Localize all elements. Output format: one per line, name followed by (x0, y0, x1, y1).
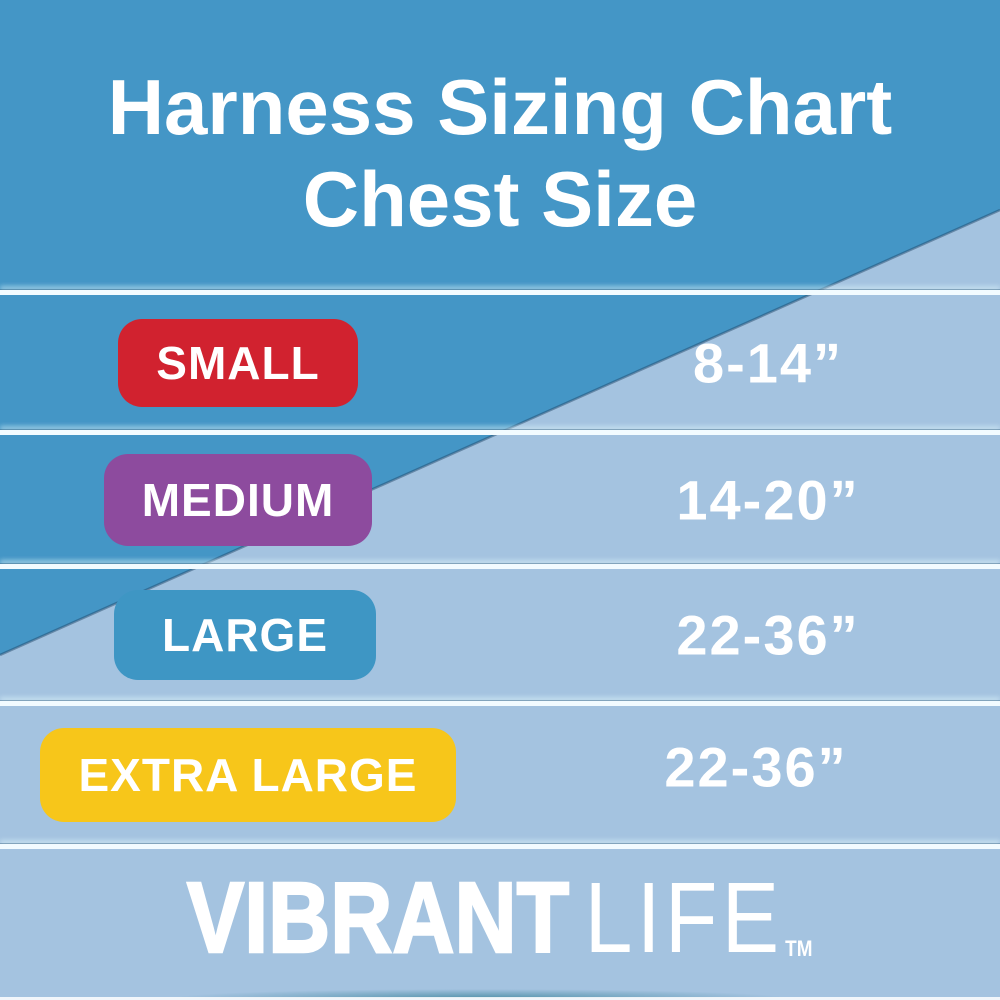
row-divider (0, 564, 1000, 569)
row-divider (0, 430, 1000, 435)
size-label: MEDIUM (141, 473, 335, 526)
brand-name-primary: VIBRANT (186, 861, 570, 976)
size-badge-small: SMALL (118, 318, 358, 407)
size-row-large: LARGE 22-36” (0, 569, 1000, 701)
trademark-symbol: TM (785, 936, 813, 961)
size-row-medium: MEDIUM 14-20” (0, 435, 1000, 564)
row-divider (0, 290, 1000, 295)
size-label: SMALL (156, 336, 320, 389)
chest-range-small: 8-14” (692, 331, 844, 394)
size-row-small: SMALL 8-14” (0, 295, 1000, 430)
chart-header: Harness Sizing Chart Chest Size (0, 0, 1000, 290)
brand-footer: VIBRANT LIFE TM (0, 849, 1000, 1000)
size-label: LARGE (162, 609, 328, 661)
bottom-teal-accent (140, 986, 820, 998)
row-divider (0, 844, 1000, 849)
size-label: EXTRA LARGE (78, 749, 418, 801)
size-badge-large: LARGE (114, 590, 376, 680)
size-row-extra-large: EXTRA LARGE 22-36” (0, 706, 1000, 844)
page-title-line2: Chest Size (302, 155, 698, 243)
brand-name-secondary: LIFE (584, 862, 784, 974)
chest-range-medium: 14-20” (676, 468, 860, 531)
bottom-edge-line (0, 997, 1000, 1000)
chest-range-large: 22-36” (676, 603, 860, 667)
chest-range-extra-large: 22-36” (664, 735, 848, 799)
size-badge-medium: MEDIUM (104, 453, 372, 546)
page-title-line1: Harness Sizing Chart (107, 63, 893, 151)
size-badge-extra-large: EXTRA LARGE (40, 728, 456, 822)
row-divider (0, 701, 1000, 706)
vibrant-life-logo: VIBRANT LIFE TM (186, 861, 813, 976)
